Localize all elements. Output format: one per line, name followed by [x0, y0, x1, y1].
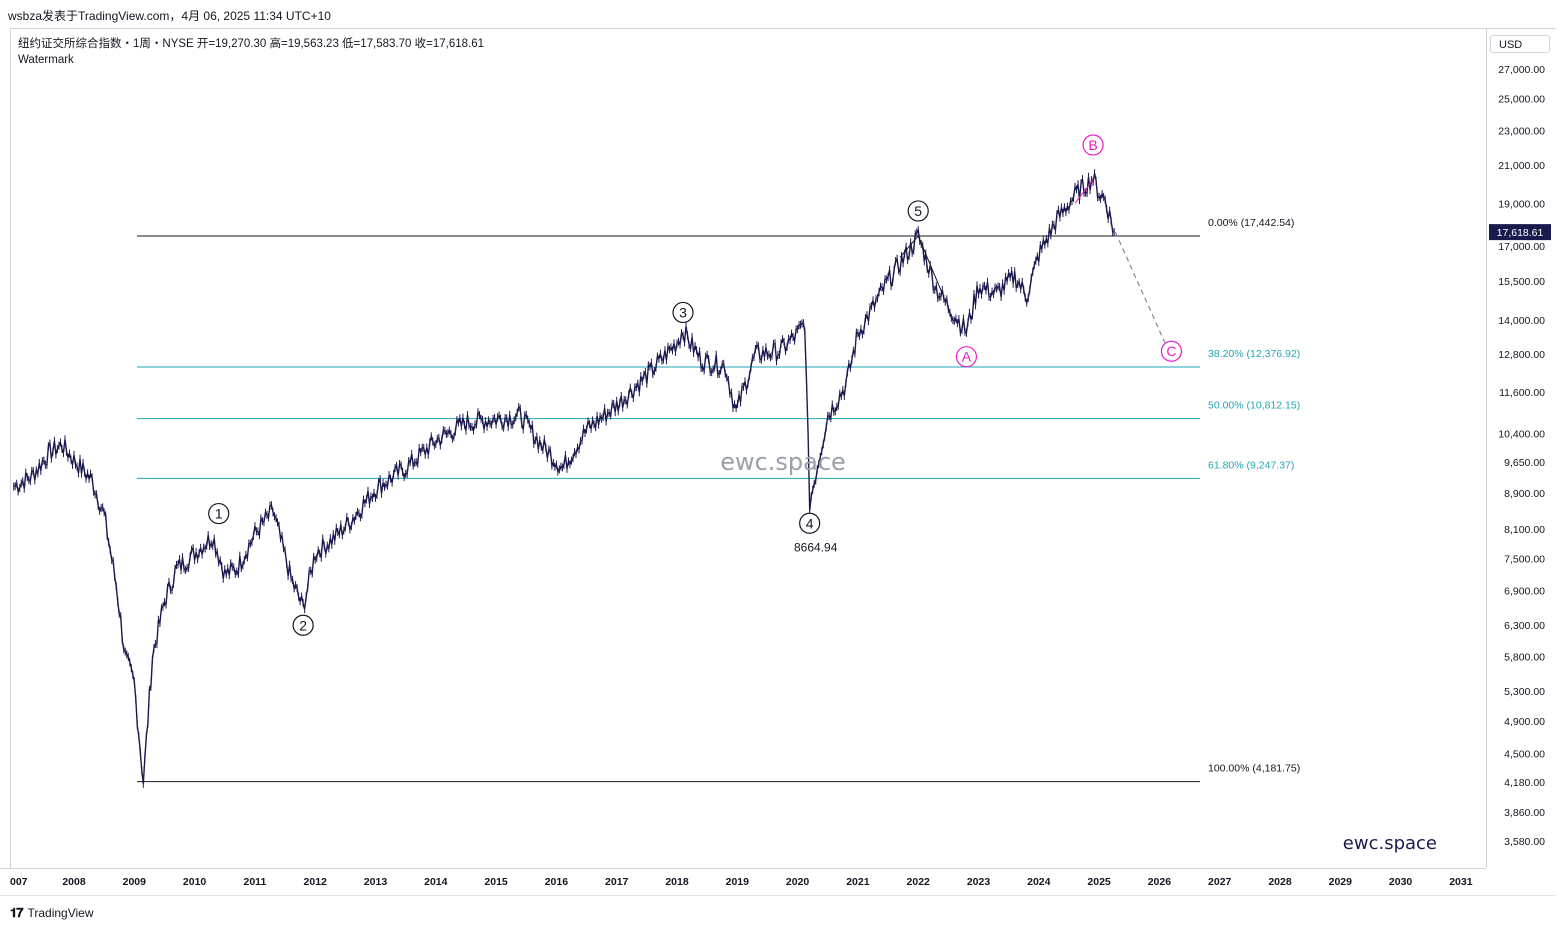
wave-marker-label: 3: [679, 304, 687, 320]
wave-marker-circle: [208, 502, 230, 525]
time-tick-label: 2016: [545, 876, 569, 888]
fib-level-label: 61.80% (9,247.37): [1208, 459, 1294, 471]
wave-marker-label: C: [1166, 343, 1176, 359]
currency-button[interactable]: USD: [1490, 35, 1550, 53]
time-tick-label: 2022: [907, 876, 931, 888]
tradingview-brand[interactable]: 𝟏𝟕 TradingView: [10, 905, 94, 921]
fib-level-label: 50.00% (10,812.15): [1208, 400, 1300, 412]
time-tick-label: 2015: [484, 876, 508, 888]
time-tick-label: 2013: [364, 876, 388, 888]
tradingview-logo-icon: 𝟏𝟕: [10, 905, 24, 920]
price-tick-label: 8,900.00: [1504, 488, 1545, 500]
last-price-label: 17,618.61: [1497, 227, 1544, 239]
price-tick-label: 4,500.00: [1504, 749, 1545, 761]
price-tick-label: 7,500.00: [1504, 553, 1545, 565]
price-tick-label: 5,800.00: [1504, 652, 1545, 664]
wave-marker-circle: [955, 346, 978, 368]
price-tick-label: 19,000.00: [1498, 198, 1545, 210]
wedge-annotation-5: [899, 235, 943, 294]
symbol-legend[interactable]: 纽约证交所综合指数・1周・NYSE 开=19,270.30 高=19,563.2…: [18, 35, 484, 66]
time-tick-label: 2010: [183, 876, 207, 888]
symbol-line: 纽约证交所综合指数・1周・NYSE 开=19,270.30 高=19,563.2…: [18, 38, 484, 50]
time-tick-label: 2024: [1027, 876, 1051, 888]
time-tick-label: 2009: [123, 876, 147, 888]
price-tick-label: 4,180.00: [1504, 777, 1545, 789]
time-tick-label: 2014: [424, 876, 448, 888]
time-tick-label: 2029: [1329, 876, 1353, 888]
time-tick-label: 2012: [304, 876, 328, 888]
wave-marker-label: 4: [806, 515, 814, 531]
watermark-label: Watermark: [18, 54, 74, 66]
center-watermark: ewc.space: [720, 448, 846, 476]
price-tick-label: 12,800.00: [1498, 349, 1545, 361]
time-tick-label: 2017: [605, 876, 629, 888]
price-tick-label: 15,500.00: [1498, 276, 1545, 288]
price-tick-label: 10,400.00: [1498, 429, 1545, 441]
price-tick-label: 14,000.00: [1498, 315, 1545, 327]
price-tick-label: 4,900.00: [1504, 716, 1545, 728]
corner-watermark: ewc.space: [1343, 833, 1437, 854]
time-axis-border: [0, 868, 1486, 869]
wave-marker-circle: [672, 301, 694, 324]
tradingview-brand-label: TradingView: [27, 906, 94, 920]
price-tick-label: 5,300.00: [1504, 686, 1545, 698]
price-tick-label: 3,860.00: [1504, 807, 1545, 819]
time-tick-label: 007: [10, 876, 28, 888]
time-tick-label: 2031: [1449, 876, 1473, 888]
time-tick-label: 2023: [967, 876, 991, 888]
fib-level-label: 38.20% (12,376.92): [1208, 348, 1300, 360]
wave-marker-label: B: [1088, 137, 1097, 153]
time-tick-label: 2026: [1148, 876, 1172, 888]
time-tick-label: 2018: [665, 876, 689, 888]
wave-marker-label: A: [962, 349, 972, 365]
projection-dashed-line: [1114, 231, 1166, 345]
price-tick-label: 27,000.00: [1498, 64, 1545, 76]
time-tick-label: 2025: [1087, 876, 1111, 888]
wave-marker-circle: [799, 512, 821, 534]
price-tick-label: 25,000.00: [1498, 93, 1545, 105]
time-tick-label: 2011: [244, 876, 267, 888]
price-tick-label: 6,300.00: [1504, 620, 1545, 632]
time-tick-label: 2008: [62, 876, 86, 888]
time-tick-label: 2019: [726, 876, 750, 888]
time-tick-label: 2028: [1268, 876, 1292, 888]
chart-pane[interactable]: [10, 28, 1486, 868]
wedge-annotation-b: [1074, 179, 1094, 204]
fib-level-label: 0.00% (17,442.54): [1208, 217, 1294, 229]
price-tick-label: 11,600.00: [1499, 387, 1545, 399]
wave-marker-circle: [292, 614, 314, 636]
price-tick-label: 3,580.00: [1504, 836, 1545, 848]
wave-marker-circle: [1082, 134, 1104, 156]
time-tick-label: 2020: [786, 876, 810, 888]
wave-marker-circle: [1160, 340, 1183, 362]
price-tick-label: 21,000.00: [1498, 160, 1545, 172]
wave-marker-label: 1: [215, 506, 223, 522]
wave-marker-label: 2: [299, 617, 307, 633]
price-tick-label: 23,000.00: [1498, 125, 1545, 137]
price-tick-label: 9,650.00: [1504, 457, 1545, 469]
price-axis[interactable]: [1486, 28, 1556, 868]
time-tick-label: 2021: [846, 876, 870, 888]
price-tick-label: 17,000.00: [1498, 241, 1545, 253]
wave-marker-circle: [907, 200, 929, 222]
time-tick-label: 2027: [1208, 876, 1232, 888]
last-price-tag: [1489, 224, 1551, 241]
price-tick-label: 6,900.00: [1504, 585, 1545, 597]
wave4-low-label: 8664.94: [794, 540, 838, 554]
publish-line: wsbza发表于TradingView.com，4月 06, 2025 11:3…: [8, 9, 331, 23]
price-tick-label: 8,100.00: [1504, 524, 1545, 536]
wave-marker-label: 5: [914, 203, 922, 219]
time-tick-label: 2030: [1389, 876, 1413, 888]
footer-divider: [0, 895, 1556, 896]
fib-level-label: 100.00% (4,181.75): [1208, 763, 1300, 775]
